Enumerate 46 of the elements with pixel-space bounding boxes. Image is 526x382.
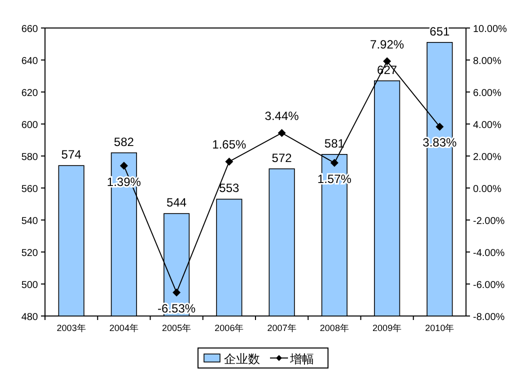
y-tick-label: 580 xyxy=(21,152,38,163)
legend-label: 增幅 xyxy=(289,352,314,366)
y2-tick-label: 4.00% xyxy=(473,120,502,131)
x-tick-label: 2007年 xyxy=(267,323,296,333)
y-tick-label: 640 xyxy=(21,56,38,67)
y-tick-label: 520 xyxy=(21,248,38,259)
data-label: 572 xyxy=(272,150,292,165)
point xyxy=(330,158,338,167)
y2-tick-label: 10.00% xyxy=(473,24,508,35)
data-label: 581 xyxy=(324,136,345,150)
y2-tick-label: 6.00% xyxy=(473,88,502,99)
data-label: 3.44% xyxy=(264,108,300,123)
point xyxy=(172,288,181,296)
y-tick-label: 480 xyxy=(21,312,38,323)
y-tick-label: 500 xyxy=(21,280,38,291)
y2-tick-label: -4.00% xyxy=(473,248,505,259)
y2-tick-label: -6.00% xyxy=(473,280,505,291)
data-label: 544 xyxy=(166,196,187,210)
x-tick-label: 2006年 xyxy=(214,323,244,333)
y2-tick-label: -2.00% xyxy=(473,216,505,227)
point xyxy=(120,162,128,170)
data-label: 582 xyxy=(114,134,134,149)
legend-label: 企业数 xyxy=(224,352,260,366)
x-tick-label: 2004年 xyxy=(109,323,138,333)
data-label: 1.65% xyxy=(212,138,247,152)
x-tick-label: 2005年 xyxy=(162,323,192,333)
point xyxy=(436,122,444,131)
y-tick-label: 620 xyxy=(21,88,38,99)
data-label: 7.92% xyxy=(370,37,404,52)
data-label: 553 xyxy=(219,181,240,196)
x-tick-label: 2003年 xyxy=(56,323,86,333)
point xyxy=(383,57,392,66)
y2-tick-label: 8.00% xyxy=(473,56,502,67)
x-tick-label: 2008年 xyxy=(320,323,349,333)
y-tick-label: 560 xyxy=(21,184,38,195)
y-tick-label: 600 xyxy=(21,120,38,131)
y-tick-label: 660 xyxy=(21,24,38,35)
point xyxy=(278,128,286,137)
y-tick-label: 540 xyxy=(21,216,38,227)
y2-tick-label: 0.00% xyxy=(473,184,502,195)
x-tick-label: 2009年 xyxy=(372,323,402,333)
x-tick-label: 2010年 xyxy=(425,323,454,333)
y2-tick-label: -8.00% xyxy=(473,312,505,323)
point xyxy=(225,158,234,166)
data-label: 574 xyxy=(61,148,82,162)
y2-tick-label: 2.00% xyxy=(473,152,502,163)
